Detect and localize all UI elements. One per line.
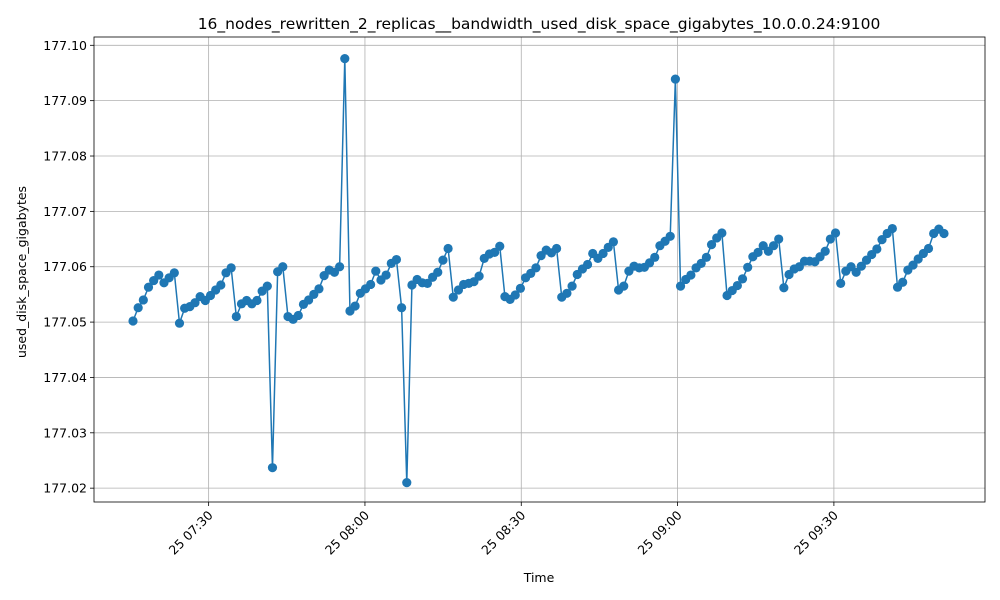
data-point bbox=[701, 252, 711, 262]
data-point bbox=[877, 235, 887, 245]
y-tick-label: 177.10 bbox=[43, 38, 87, 53]
data-point bbox=[314, 284, 324, 294]
data-point bbox=[381, 270, 391, 280]
data-point bbox=[598, 248, 608, 259]
y-tick-label: 177.02 bbox=[43, 481, 87, 496]
data-point bbox=[872, 244, 882, 254]
data-point bbox=[619, 281, 629, 291]
y-tick-label: 177.07 bbox=[43, 204, 87, 219]
data-point bbox=[743, 262, 753, 272]
plot-frame bbox=[93, 36, 986, 503]
data-point bbox=[696, 258, 706, 269]
data-point bbox=[190, 298, 200, 308]
data-point bbox=[350, 301, 360, 311]
data-point bbox=[923, 243, 934, 254]
data-point bbox=[851, 267, 861, 277]
x-tick-label: 25 09:30 bbox=[791, 507, 841, 557]
data-point bbox=[278, 262, 288, 272]
data-point bbox=[686, 270, 696, 280]
data-point bbox=[737, 274, 748, 284]
x-tick-label: 25 08:00 bbox=[322, 507, 372, 557]
data-point bbox=[515, 283, 526, 293]
data-point bbox=[402, 478, 412, 488]
data-point bbox=[443, 243, 453, 254]
data-point bbox=[820, 246, 830, 256]
data-point bbox=[825, 234, 835, 244]
x-tick-label: 25 08:30 bbox=[478, 507, 528, 557]
y-axis-ticks: 177.02 177.03 177.04 177.05 177.06 177.07 177.… bbox=[43, 38, 94, 496]
data-point bbox=[706, 239, 717, 250]
x-axis-ticks: 25 07:30 25 08:00 25 08:30 25 09:00 25 09:30 bbox=[166, 502, 841, 558]
data-point bbox=[335, 262, 345, 272]
data-point bbox=[670, 74, 680, 84]
data-point bbox=[366, 279, 376, 290]
data-point bbox=[665, 231, 675, 241]
data-point bbox=[154, 270, 164, 280]
data-point bbox=[422, 278, 433, 288]
data-point bbox=[489, 247, 500, 257]
x-tick-label: 25 09:00 bbox=[635, 507, 685, 557]
data-points bbox=[128, 53, 949, 488]
chart-title: 16_nodes_rewritten_2_replicas__bandwidth… bbox=[198, 15, 881, 34]
data-point bbox=[650, 252, 660, 262]
data-point bbox=[133, 303, 143, 313]
y-tick-label: 177.04 bbox=[43, 370, 87, 385]
data-point bbox=[216, 280, 226, 290]
x-tick-label: 25 07:30 bbox=[166, 507, 216, 557]
data-point bbox=[856, 261, 866, 271]
data-point bbox=[898, 277, 908, 287]
data-point bbox=[717, 228, 727, 238]
data-point bbox=[391, 254, 402, 265]
data-point bbox=[371, 266, 381, 276]
y-tick-label: 177.05 bbox=[43, 315, 87, 330]
y-axis-label: used_disk_space_gigabytes bbox=[14, 186, 29, 358]
data-point bbox=[836, 278, 846, 288]
data-point bbox=[495, 241, 505, 251]
data-point bbox=[143, 282, 154, 292]
y-tick-label: 177.08 bbox=[43, 149, 87, 164]
data-point bbox=[474, 271, 484, 281]
data-point bbox=[438, 255, 448, 265]
data-point bbox=[753, 247, 763, 257]
data-point bbox=[779, 283, 789, 293]
data-point bbox=[138, 295, 148, 305]
data-point bbox=[397, 303, 407, 313]
data-point bbox=[340, 53, 350, 64]
x-axis-label: Time bbox=[523, 570, 555, 585]
data-point bbox=[267, 463, 278, 473]
data-point bbox=[567, 281, 577, 291]
data-point bbox=[510, 290, 520, 300]
data-point bbox=[675, 281, 686, 291]
data-point bbox=[830, 228, 841, 238]
data-point bbox=[231, 311, 241, 322]
y-tick-label: 177.03 bbox=[43, 425, 87, 440]
data-point bbox=[448, 292, 458, 302]
data-point bbox=[908, 260, 918, 270]
data-point bbox=[262, 281, 272, 291]
data-point bbox=[226, 263, 236, 273]
data-point bbox=[582, 259, 593, 270]
data-point bbox=[887, 223, 897, 234]
data-point bbox=[128, 316, 138, 326]
y-tick-label: 177.06 bbox=[43, 259, 87, 274]
data-point bbox=[939, 228, 949, 239]
data-point bbox=[433, 267, 443, 277]
data-point bbox=[608, 237, 619, 247]
data-point bbox=[293, 310, 303, 321]
data-point bbox=[531, 263, 541, 273]
data-point bbox=[562, 288, 572, 298]
data-point bbox=[732, 280, 742, 291]
grid bbox=[94, 37, 985, 502]
data-point bbox=[551, 243, 562, 254]
data-point bbox=[768, 241, 779, 251]
data-point bbox=[774, 234, 784, 244]
y-tick-label: 177.09 bbox=[43, 93, 87, 108]
data-point bbox=[174, 318, 185, 328]
data-point bbox=[169, 268, 179, 278]
data-point bbox=[252, 295, 262, 306]
